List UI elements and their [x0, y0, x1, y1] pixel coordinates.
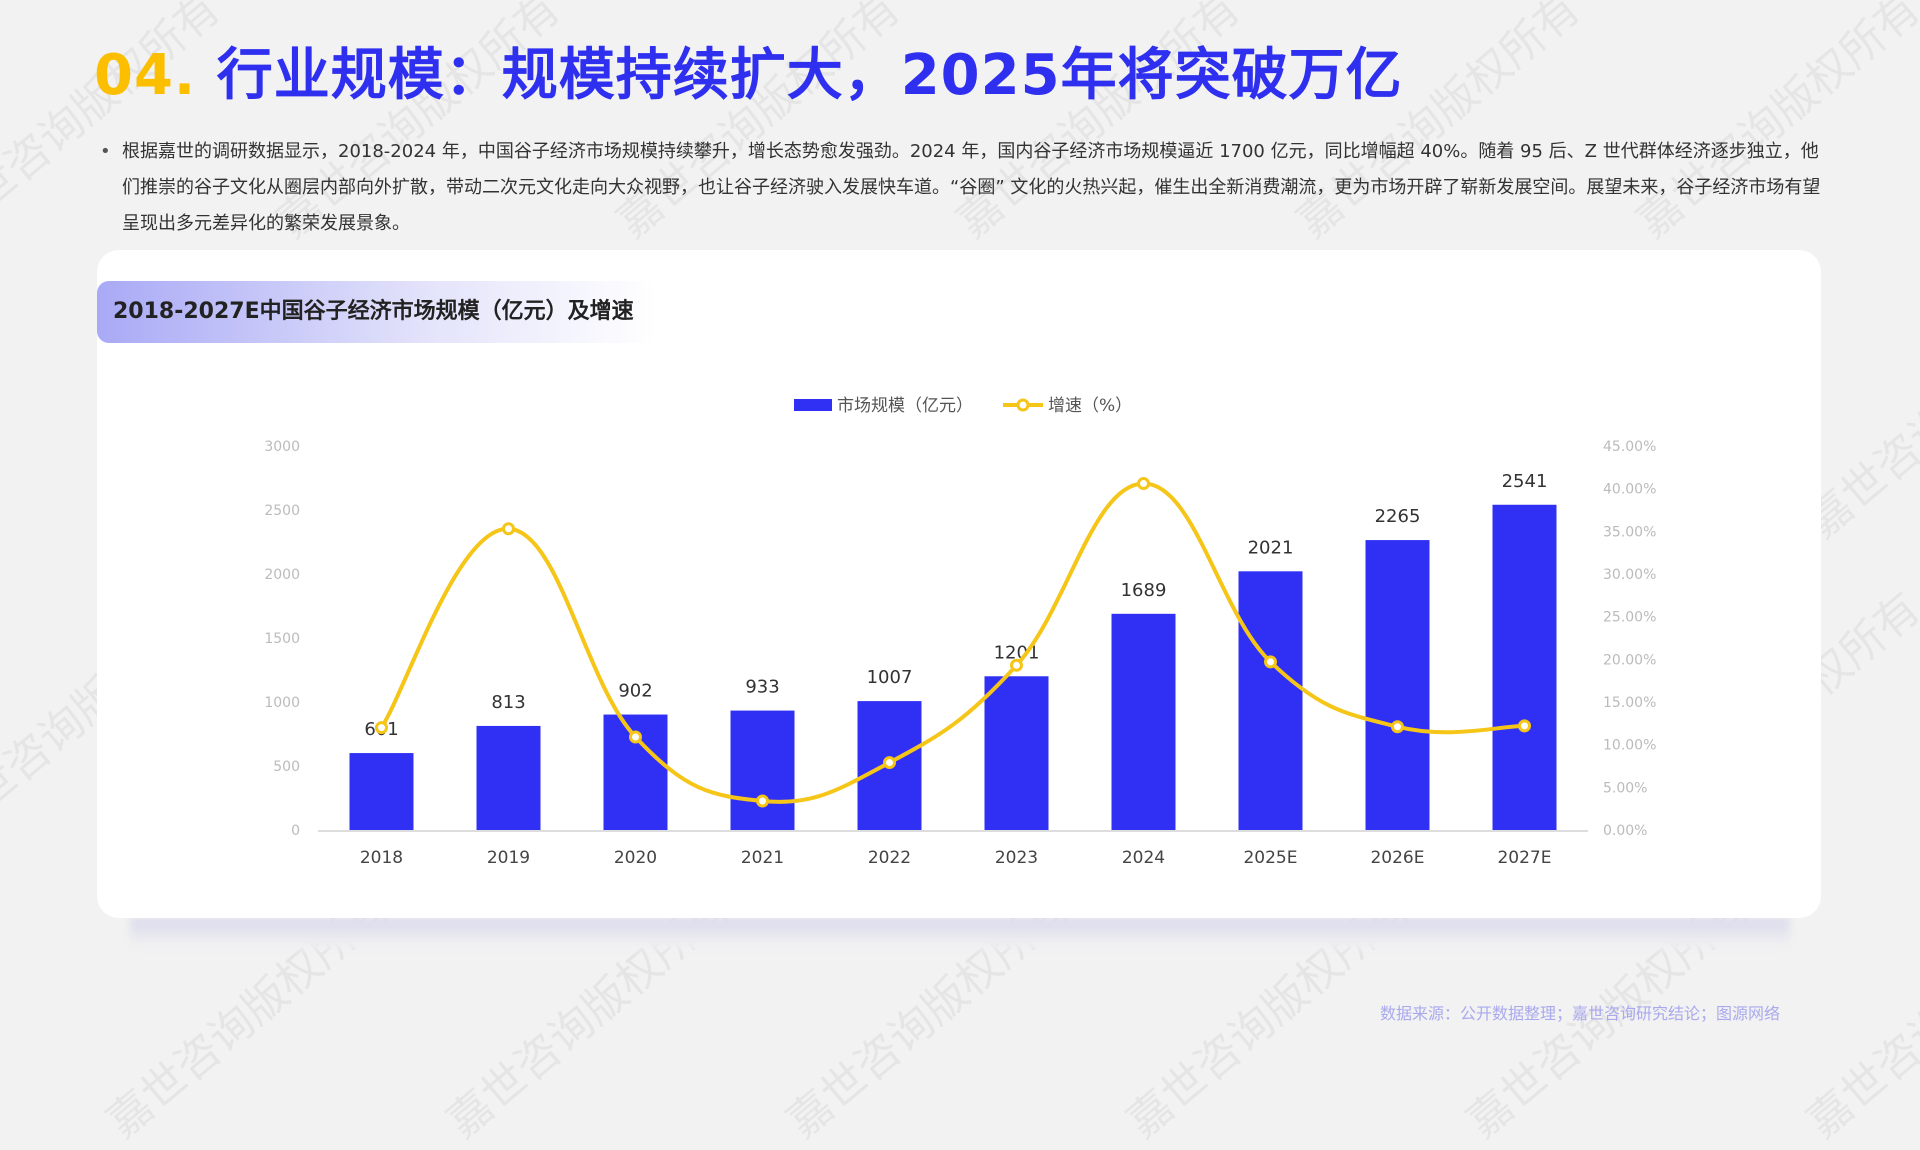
x-axis-tick: 2025E — [1243, 848, 1297, 868]
x-axis-tick: 2022 — [868, 848, 911, 868]
bar — [476, 725, 541, 830]
right-axis-tick: 0.00% — [1603, 823, 1647, 839]
growth-point — [375, 721, 388, 735]
right-axis-tick: 35.00% — [1603, 524, 1656, 540]
bar-data-label: 1007 — [867, 667, 913, 688]
bar — [984, 676, 1049, 830]
chart: 0 500 1000 1500 2000 2500 3000 0.00% 5.00% 10.00%… — [264, 396, 1656, 868]
bar — [730, 710, 795, 830]
growth-line — [379, 481, 1525, 804]
x-axis-tick: 2018 — [360, 848, 403, 868]
left-axis-tick: 1500 — [264, 631, 300, 647]
bar — [349, 753, 414, 830]
left-axis-tick: 500 — [273, 759, 300, 775]
bar-data-label: 1689 — [1121, 580, 1167, 601]
right-axis-tick: 15.00% — [1603, 695, 1656, 711]
title-text: 行业规模：规模持续扩大，2025年将突破万亿 — [216, 43, 1403, 108]
bar-data-label: 933 — [745, 677, 779, 698]
card-shadow — [130, 918, 1790, 948]
left-axis-tick: 1000 — [264, 695, 300, 711]
bar — [1111, 613, 1176, 830]
bar-data-label: 902 — [618, 681, 652, 702]
bar — [1238, 571, 1303, 830]
right-axis-tick: 45.00% — [1603, 439, 1656, 455]
growth-point — [1391, 720, 1404, 734]
left-axis-tick: 2500 — [264, 503, 300, 519]
bar-data-label: 2265 — [1375, 506, 1421, 527]
left-axis-tick: 2000 — [264, 567, 300, 583]
left-axis-tick: 3000 — [264, 439, 300, 455]
growth-point — [1264, 655, 1277, 669]
growth-point — [1010, 658, 1023, 672]
right-axis-tick: 10.00% — [1603, 738, 1656, 754]
right-axis-tick: 40.00% — [1603, 482, 1656, 498]
x-axis-tick: 2019 — [487, 848, 530, 868]
chart-title: 2018-2027E中国谷子经济市场规模（亿元）及增速 — [97, 281, 657, 343]
growth-point — [756, 794, 769, 808]
x-axis-tick: 2023 — [995, 848, 1038, 868]
legend-bar-label: 市场规模（亿元） — [837, 396, 973, 416]
x-axis-tick: 2027E — [1497, 848, 1551, 868]
growth-point — [629, 730, 642, 744]
right-axis-tick: 25.00% — [1603, 610, 1656, 626]
section-number: 04. — [94, 43, 197, 108]
left-axis-tick: 0 — [291, 823, 300, 839]
growth-point — [1518, 719, 1531, 733]
description: 根据嘉世的调研数据显示，2018-2024 年，中国谷子经济市场规模持续攀升，增… — [100, 134, 1830, 242]
legend-line-label: 增速（%） — [1048, 396, 1132, 416]
growth-point — [502, 522, 515, 536]
bar — [1492, 504, 1557, 830]
bar — [1365, 540, 1430, 830]
x-axis-tick: 2020 — [614, 848, 657, 868]
bar-data-label: 2541 — [1502, 471, 1548, 492]
data-source: 数据来源：公开数据整理；嘉世咨询研究结论；图源网络 — [1380, 1004, 1781, 1023]
bar-data-label: 813 — [491, 692, 525, 713]
page-title: 04. 行业规模：规模持续扩大，2025年将突破万亿 — [94, 30, 1403, 111]
growth-point — [1137, 477, 1150, 491]
x-axis-tick: 2026E — [1370, 848, 1424, 868]
x-axis-tick: 2021 — [741, 848, 784, 868]
legend-bar-swatch — [794, 399, 832, 411]
x-axis-tick: 2024 — [1122, 848, 1165, 868]
legend-line-marker — [1016, 398, 1030, 412]
growth-point — [883, 756, 896, 770]
right-axis-tick: 30.00% — [1603, 567, 1656, 583]
bar-data-label: 1201 — [994, 642, 1040, 663]
right-axis-tick: 5.00% — [1603, 780, 1647, 796]
bar-data-label: 2021 — [1248, 537, 1294, 558]
right-axis-tick: 20.00% — [1603, 652, 1656, 668]
